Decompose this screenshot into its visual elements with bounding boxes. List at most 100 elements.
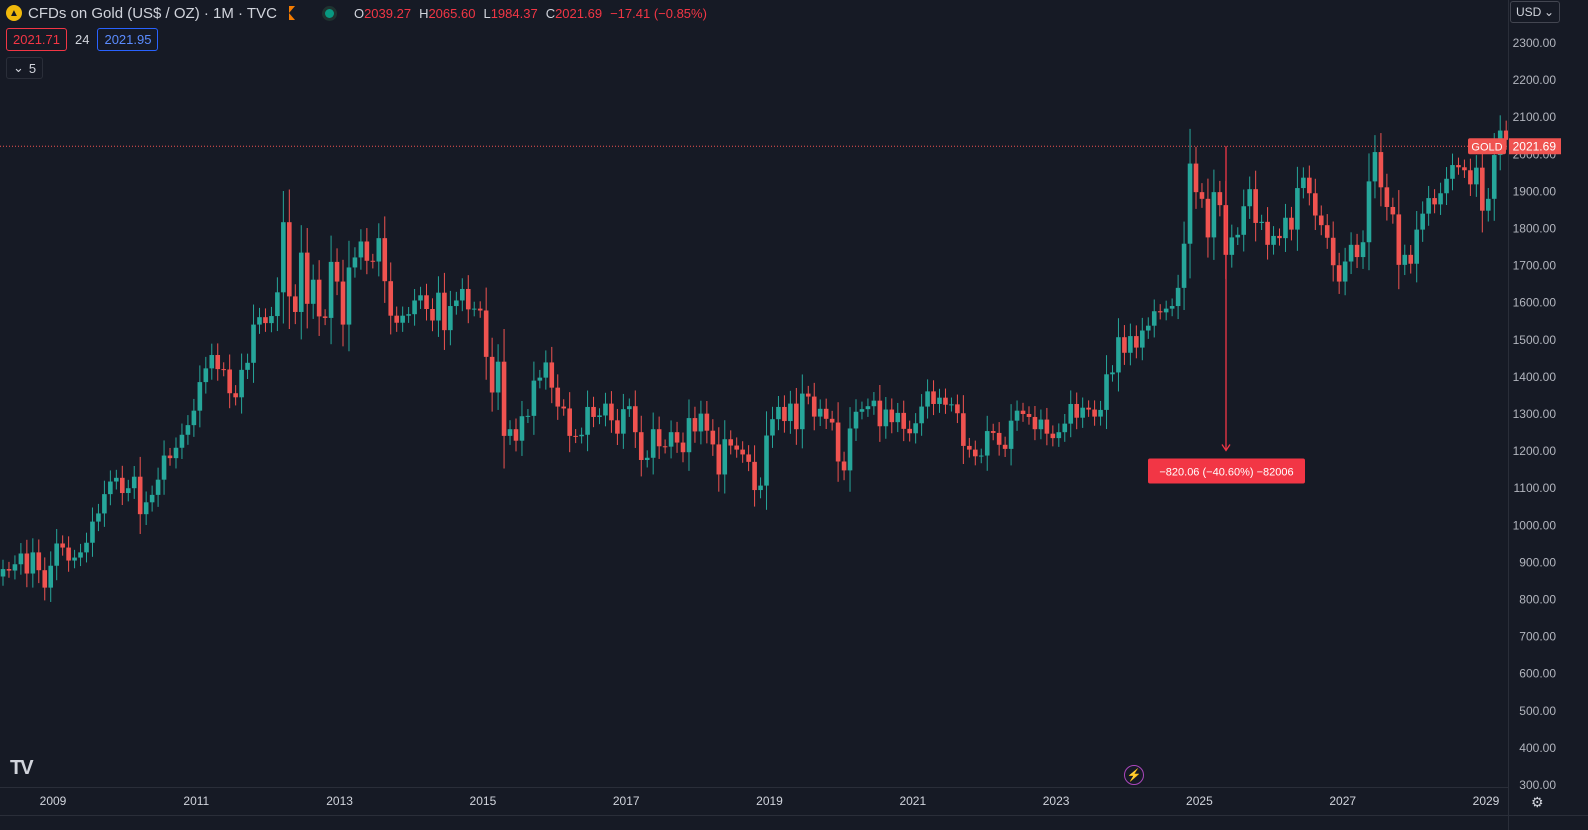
candle-body xyxy=(1474,167,1479,185)
candle-body xyxy=(507,429,513,436)
candle-body xyxy=(972,449,978,457)
candle-body xyxy=(1253,189,1258,223)
candle-body xyxy=(561,406,567,409)
price-tick-label: 400.00 xyxy=(1519,741,1556,755)
candle-body xyxy=(513,429,519,441)
candle-body xyxy=(483,310,489,357)
candle-body xyxy=(597,415,602,417)
candle-body xyxy=(543,362,549,378)
price-tick-label: 2300.00 xyxy=(1513,36,1557,50)
candle-body xyxy=(161,455,167,480)
candle-body xyxy=(794,403,799,430)
candle-body xyxy=(674,432,680,443)
candle-body xyxy=(131,476,137,489)
symbol-tag: GOLD xyxy=(1471,141,1502,153)
candle-body xyxy=(525,415,531,417)
candle-body xyxy=(841,461,847,471)
candle-body xyxy=(1199,192,1205,199)
candle-body xyxy=(716,444,722,475)
candle-body xyxy=(269,316,274,324)
candle-body xyxy=(1145,325,1151,331)
candle-body xyxy=(1336,265,1342,282)
candle-body xyxy=(209,355,215,369)
candle-body xyxy=(316,279,322,317)
symbol-title[interactable]: CFDs on Gold (US$ / OZ) · 1M · TVC xyxy=(28,4,277,22)
candle-body xyxy=(406,314,411,316)
candle-body xyxy=(215,355,221,370)
time-tick-label: 2017 xyxy=(613,794,640,808)
candle-body xyxy=(889,409,895,423)
candle-body xyxy=(185,425,191,435)
candle-body xyxy=(179,434,185,448)
candle-body xyxy=(298,252,304,312)
candle-body xyxy=(334,261,340,282)
candle-body xyxy=(1122,337,1127,353)
candle-body xyxy=(925,391,930,407)
candle-body xyxy=(477,308,483,311)
candle-body xyxy=(275,292,280,317)
price-tick-label: 300.00 xyxy=(1519,778,1556,792)
candle-body xyxy=(364,241,370,261)
gold-logo-icon: ▲ xyxy=(6,5,22,21)
candle-body xyxy=(120,477,125,494)
time-tick-label: 2021 xyxy=(899,794,926,808)
price-tick-label: 900.00 xyxy=(1519,555,1556,569)
candle-body xyxy=(340,281,346,325)
candle-body xyxy=(961,413,966,446)
time-tick-label: 2015 xyxy=(470,794,497,808)
candle-body xyxy=(501,361,507,436)
symbol-header: ▲ CFDs on Gold (US$ / OZ) · 1M · TVC O20… xyxy=(6,2,707,24)
candle-body xyxy=(352,257,358,268)
currency-select[interactable]: USD ⌄ xyxy=(1510,1,1560,23)
time-tick-label: 2013 xyxy=(326,794,353,808)
bid-price-button[interactable]: 2021.71 xyxy=(6,28,67,51)
candle-body xyxy=(1080,407,1085,418)
candle-body xyxy=(72,557,77,561)
candle-body xyxy=(1444,178,1449,194)
candle-body xyxy=(829,418,835,423)
candle-body xyxy=(919,406,924,424)
candle-body xyxy=(895,412,901,423)
price-tick-label: 500.00 xyxy=(1519,704,1556,718)
candle-body xyxy=(728,439,734,446)
candle-body xyxy=(328,261,334,318)
indicators-collapse-button[interactable]: ⌄ 5 xyxy=(6,57,44,79)
candle-body xyxy=(1313,193,1318,216)
candle-body xyxy=(710,430,716,445)
candle-body xyxy=(245,362,250,370)
candle-body xyxy=(990,431,996,433)
time-axis[interactable]: 2009 2011 2013 2015 2017 2019 2021 2023 2025 2027… xyxy=(0,787,1588,830)
candle-body xyxy=(955,404,960,414)
settings-icon[interactable]: ⚙ xyxy=(1531,794,1544,810)
candle-body xyxy=(460,288,465,301)
candle-body xyxy=(531,380,537,416)
candle-body xyxy=(1301,177,1306,189)
candle-body xyxy=(358,241,364,258)
lightning-icon[interactable]: ⚡ xyxy=(1124,765,1144,785)
candle-body xyxy=(102,494,107,514)
price-tick-label: 1500.00 xyxy=(1513,333,1557,347)
candle-body xyxy=(662,446,668,448)
ask-price-button[interactable]: 2021.95 xyxy=(97,28,159,51)
flag-icon[interactable] xyxy=(288,6,295,20)
candle-body xyxy=(257,317,262,325)
change-value: −17.41 (−0.85%) xyxy=(610,5,707,21)
time-tick-label: 2009 xyxy=(40,794,67,808)
price-axis[interactable]: 2300.002200.002100.002000.001900.001800.… xyxy=(1468,0,1588,830)
candle-body xyxy=(1020,410,1026,414)
candle-body xyxy=(1175,287,1181,307)
candle-body xyxy=(1414,229,1420,264)
candle-body xyxy=(1324,225,1330,238)
candle-body xyxy=(1217,192,1223,206)
candle-body xyxy=(54,543,59,566)
candle-body xyxy=(155,479,161,495)
price-tick-label: 1400.00 xyxy=(1513,370,1557,384)
candle-body xyxy=(770,419,775,436)
tradingview-logo-icon[interactable]: TV xyxy=(10,757,34,779)
candle-body xyxy=(1074,403,1079,418)
candle-body xyxy=(66,547,71,561)
measure-tool[interactable]: −820.06 (−40.60%) −82006 xyxy=(1148,146,1305,484)
candle-body xyxy=(1348,244,1354,262)
candle-body xyxy=(6,569,12,571)
